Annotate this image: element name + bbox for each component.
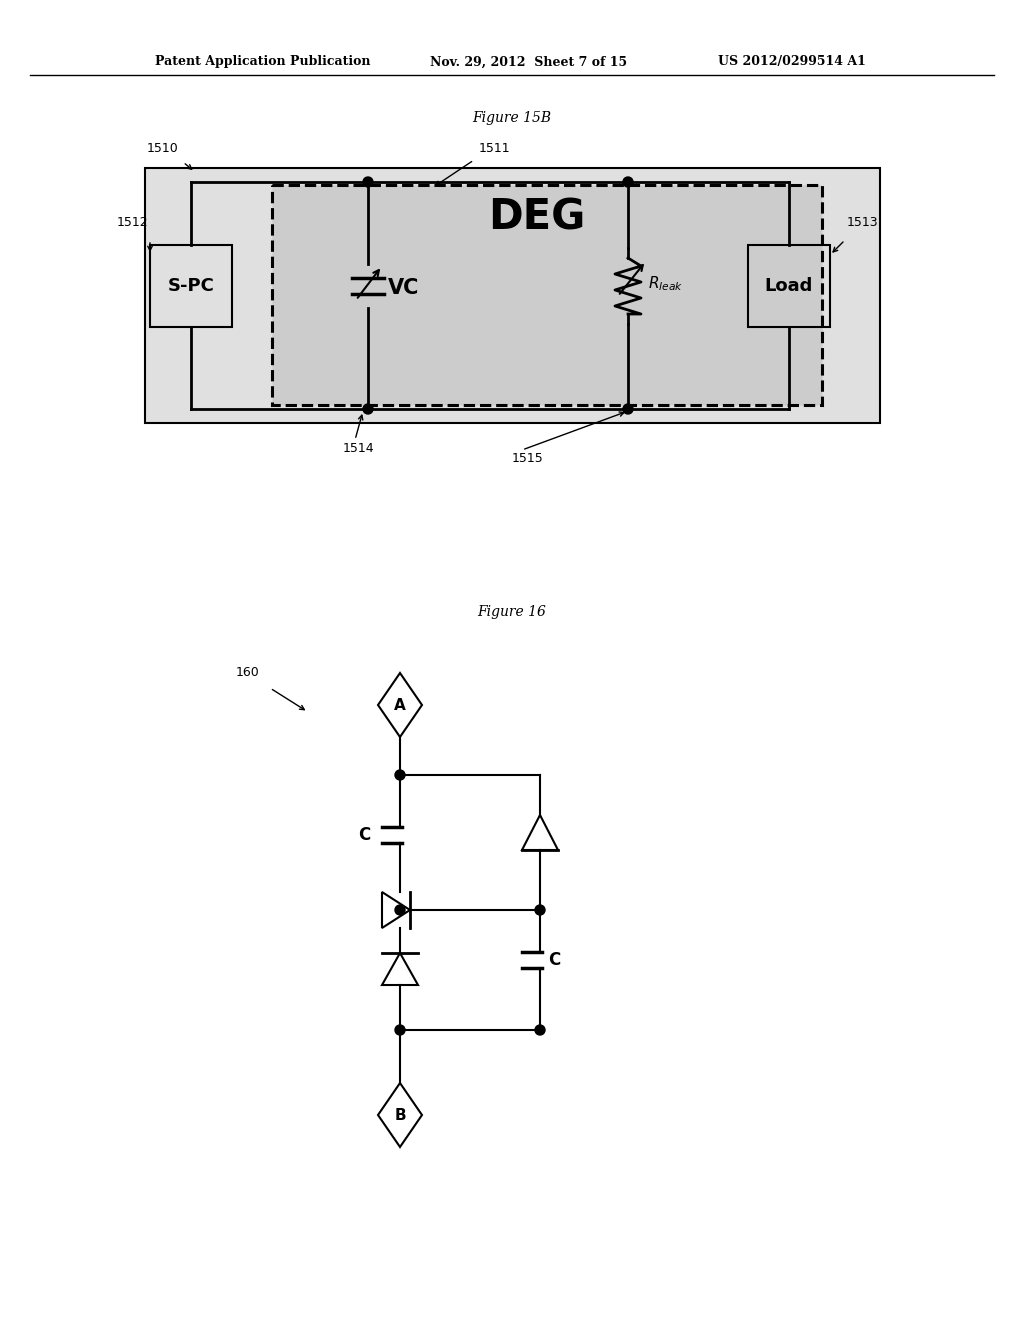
Text: Figure 15B: Figure 15B [472,111,552,125]
Text: Nov. 29, 2012  Sheet 7 of 15: Nov. 29, 2012 Sheet 7 of 15 [430,55,627,69]
Text: 1514: 1514 [342,441,374,454]
Text: $R_{leak}$: $R_{leak}$ [648,275,683,293]
Circle shape [395,770,406,780]
Circle shape [362,177,373,187]
Text: C: C [548,950,560,969]
Text: B: B [394,1107,406,1122]
Circle shape [623,404,633,414]
Text: Load: Load [765,277,813,294]
Bar [145,168,880,422]
Circle shape [395,906,406,915]
Circle shape [623,177,633,187]
Text: 1512: 1512 [116,215,147,228]
Polygon shape [382,953,418,985]
Circle shape [535,906,545,915]
Polygon shape [378,1082,422,1147]
Text: 1511: 1511 [478,141,510,154]
Text: 1510: 1510 [147,141,179,154]
Polygon shape [522,814,558,850]
Text: Figure 16: Figure 16 [477,605,547,619]
Text: US 2012/0299514 A1: US 2012/0299514 A1 [718,55,866,69]
Text: A: A [394,697,406,713]
Text: 1515: 1515 [512,451,544,465]
Bar [150,246,232,327]
Text: S-PC: S-PC [168,277,214,294]
Bar [748,246,830,327]
Circle shape [395,1026,406,1035]
Text: Patent Application Publication: Patent Application Publication [155,55,371,69]
Text: VC: VC [388,279,420,298]
Text: C: C [358,826,371,843]
Circle shape [362,404,373,414]
Polygon shape [378,673,422,737]
Bar [272,185,822,405]
Text: DEG: DEG [488,195,586,238]
Polygon shape [382,892,410,928]
Circle shape [535,1026,545,1035]
Text: 160: 160 [237,665,260,678]
Text: 1513: 1513 [846,215,878,228]
